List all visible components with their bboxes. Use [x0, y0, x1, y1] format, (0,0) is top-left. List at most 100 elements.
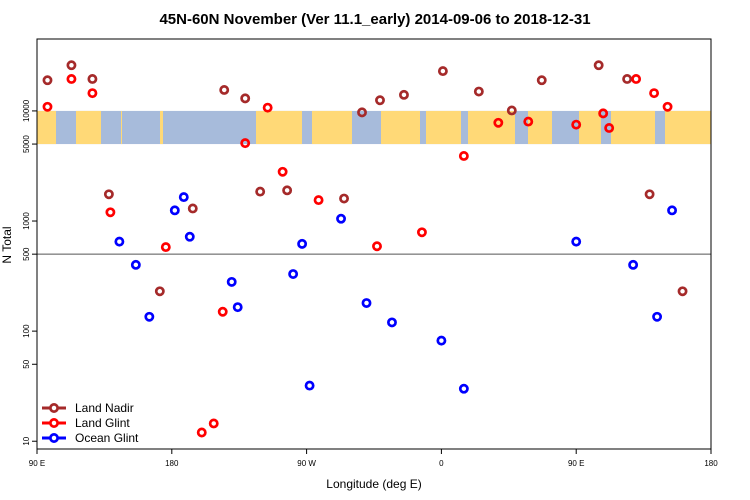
legend-swatch-marker [49, 403, 59, 413]
map-land [665, 110, 711, 145]
x-axis-label: Longitude (deg E) [326, 477, 421, 491]
data-point [87, 74, 98, 84]
data-point [42, 75, 53, 86]
map-strip [37, 110, 711, 145]
data-point [313, 195, 324, 206]
legend-label: Land Nadir [75, 401, 134, 415]
data-point [536, 75, 547, 86]
legend-swatch-marker [49, 433, 59, 443]
data-point [436, 335, 447, 346]
data-point [677, 286, 688, 297]
data-point [652, 311, 663, 322]
data-point [255, 186, 266, 197]
series-ocean-glint [114, 192, 678, 394]
map-land [381, 110, 420, 145]
series-land-glint [42, 74, 673, 438]
data-point [416, 227, 427, 238]
y-tick-label: 5000 [22, 135, 31, 153]
data-point [506, 105, 517, 116]
x-tick-label: 90 E [29, 459, 45, 468]
data-point [571, 119, 582, 130]
data-point [598, 108, 609, 119]
x-tick-label: 90 W [297, 459, 316, 468]
data-point [628, 259, 639, 270]
data-point [523, 116, 534, 127]
y-tick-label: 500 [22, 247, 31, 261]
map-land [76, 110, 101, 145]
data-point [493, 117, 504, 128]
data-point [169, 205, 180, 216]
data-point [114, 236, 125, 247]
map-land [579, 110, 601, 145]
data-points [42, 60, 688, 438]
data-point [631, 74, 642, 84]
data-point [196, 427, 207, 438]
y-axis-label: N Total [0, 226, 14, 263]
legend-swatch-marker [49, 418, 59, 428]
y-tick-label: 10 [22, 436, 31, 445]
data-point [604, 123, 615, 133]
data-point [208, 418, 219, 429]
data-point [217, 306, 228, 317]
legend-label: Land Glint [75, 416, 130, 430]
data-point [66, 74, 77, 84]
legend-label: Ocean Glint [75, 431, 139, 445]
data-point [144, 311, 155, 322]
data-point [187, 203, 198, 214]
data-point [184, 231, 195, 242]
data-point [662, 101, 673, 112]
map-land [312, 110, 352, 145]
x-tick-label: 180 [165, 459, 179, 468]
plot-frame [36, 38, 712, 450]
data-point [622, 74, 633, 84]
data-point [399, 89, 409, 100]
data-point [105, 207, 116, 218]
map-land [426, 110, 461, 145]
data-point [339, 193, 349, 204]
chart-title: 45N-60N November (Ver 11.1_early) 2014-0… [159, 11, 590, 28]
map-land [37, 110, 56, 145]
data-point [226, 276, 237, 287]
data-point [154, 286, 165, 297]
data-point [372, 241, 382, 252]
data-point [277, 166, 288, 177]
data-point [240, 138, 251, 149]
data-point [649, 88, 660, 99]
data-point [667, 205, 678, 216]
data-point [262, 102, 273, 113]
data-point [361, 298, 372, 308]
data-point [232, 302, 243, 313]
data-point [160, 242, 171, 253]
data-point [644, 189, 655, 200]
map-land [528, 110, 552, 145]
data-point [458, 383, 469, 394]
x-tick-label: 180 [704, 459, 718, 468]
data-point [387, 317, 397, 328]
data-point [288, 269, 299, 279]
data-point [282, 185, 293, 196]
map-land [121, 110, 122, 145]
map-land [160, 110, 163, 145]
y-tick-label: 50 [22, 359, 31, 368]
data-point [336, 213, 346, 224]
x-tick-label: 0 [439, 459, 444, 468]
data-point [219, 85, 230, 95]
x-axis: 90 E 180 90 W 0 90 E 180 [29, 449, 718, 468]
y-tick-label: 100 [22, 324, 31, 338]
data-point [66, 60, 77, 71]
y-axis: 10 50 100 500 1000 5000 10000 [22, 99, 37, 446]
map-ocean [37, 110, 711, 145]
series-land-nadir [42, 60, 688, 297]
data-point [297, 238, 308, 249]
data-point [240, 93, 251, 104]
data-point [458, 150, 469, 161]
y-tick-label: 10000 [22, 99, 31, 122]
x-tick-label: 90 E [568, 459, 584, 468]
data-point [593, 60, 604, 71]
data-point [473, 86, 484, 97]
data-point [42, 101, 53, 112]
data-point [178, 192, 189, 203]
map-land [611, 110, 655, 145]
